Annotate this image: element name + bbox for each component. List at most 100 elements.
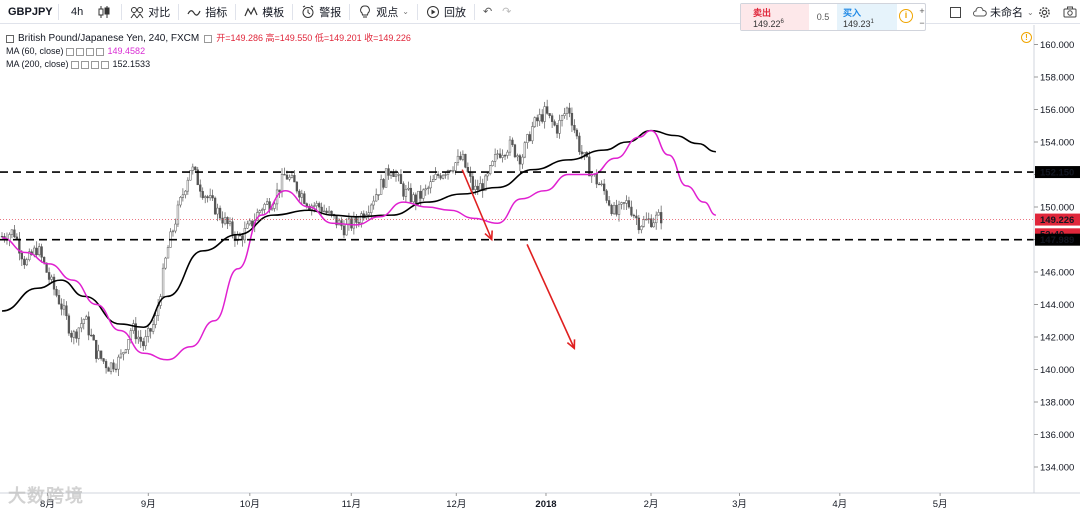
minus-icon[interactable]: − <box>919 18 925 28</box>
alert-button[interactable]: 警报 <box>295 0 347 24</box>
quantity-stepper[interactable]: + − <box>917 5 927 29</box>
candle-body <box>523 142 527 158</box>
toolbar-divider <box>292 3 294 20</box>
candle-body <box>25 259 28 266</box>
candle-body <box>261 209 264 211</box>
candle-body <box>186 179 189 192</box>
alert-info-icon[interactable]: ! <box>1021 32 1032 43</box>
candle-body <box>595 173 598 185</box>
redo-button[interactable]: ↷ <box>498 0 515 24</box>
price-axis[interactable]: 160.000158.000156.000154.000152.000150.0… <box>1033 25 1080 493</box>
candle-body <box>622 202 626 204</box>
candle-body <box>161 267 165 297</box>
candle-body <box>87 316 90 336</box>
candle-body <box>397 174 400 176</box>
undo-button[interactable]: ↶ <box>477 0 498 24</box>
candle-body <box>265 201 269 205</box>
alert-label: 警报 <box>319 6 342 19</box>
collapse-icon[interactable] <box>6 34 14 43</box>
candle-body <box>218 207 222 219</box>
candle-body <box>496 153 499 155</box>
replay-button[interactable]: 回放 <box>420 0 472 24</box>
candle-body <box>541 114 544 122</box>
candle-body <box>142 341 145 347</box>
candle-body <box>491 161 494 166</box>
camera-icon[interactable] <box>1063 6 1077 18</box>
candle-body <box>464 153 467 168</box>
candle-body <box>580 151 584 155</box>
candle-body <box>575 129 579 137</box>
time-axis[interactable]: 8月 9月 10月 11月 12月 2018 2月 3月 4月 5月 <box>0 492 1080 510</box>
candle-body <box>513 144 517 158</box>
chart-type-button[interactable] <box>93 0 119 24</box>
templates-label: 模板 <box>262 6 285 19</box>
price-tick-label: 140.000 <box>1040 365 1074 376</box>
settings-icon[interactable] <box>80 60 89 69</box>
candle-body <box>484 175 487 191</box>
candle-body <box>578 135 581 153</box>
fullscreen-icon[interactable] <box>950 6 961 18</box>
candle-body <box>558 120 561 134</box>
candle-body <box>637 217 640 231</box>
indicators-icon <box>187 9 201 16</box>
sell-button[interactable]: 卖出 149.226 <box>741 4 809 30</box>
close-icon[interactable] <box>85 47 94 56</box>
eye-icon[interactable] <box>65 47 74 56</box>
candle-body <box>605 190 608 201</box>
price-label-level-text: 152.150 <box>1040 168 1074 179</box>
toolbar-divider <box>178 3 180 20</box>
close-icon[interactable] <box>90 60 99 69</box>
ideas-button[interactable]: 观点 ⌄ <box>352 0 415 24</box>
candle-body <box>387 168 390 176</box>
compare-icon <box>130 6 144 18</box>
candle-body <box>154 315 157 325</box>
symbol-search-button[interactable]: GBPJPY <box>8 5 53 18</box>
time-tick-label: 5月 <box>933 499 948 510</box>
candle-body <box>176 204 180 225</box>
candle-body <box>538 114 541 122</box>
info-icon[interactable]: i <box>899 9 913 23</box>
candle-body <box>427 187 430 189</box>
indicators-button[interactable]: 指标 <box>181 0 233 24</box>
price-chart[interactable]: 160.000158.000156.000154.000152.000150.0… <box>0 24 1080 513</box>
interval-button[interactable]: 4h <box>71 5 84 18</box>
time-tick-label: 11月 <box>342 499 361 510</box>
trend-arrow-head <box>566 339 576 351</box>
time-tick-label: 12月 <box>446 499 466 510</box>
more-icon[interactable] <box>95 47 104 56</box>
eye-icon[interactable] <box>70 60 79 69</box>
candle-body <box>114 368 118 371</box>
candle-body <box>298 190 301 198</box>
plus-icon[interactable]: + <box>919 6 925 16</box>
candle-body <box>137 336 140 340</box>
candle-body <box>345 223 348 236</box>
candle-body <box>459 155 462 160</box>
more-icon[interactable] <box>100 60 109 69</box>
levels-layer <box>0 171 1034 241</box>
candle-body <box>432 178 435 182</box>
candle-body <box>424 188 427 191</box>
candle-body <box>38 246 41 255</box>
candle-body <box>52 276 56 290</box>
candle-body <box>474 185 477 190</box>
candle-body <box>23 258 26 266</box>
price-tick-label: 154.000 <box>1040 138 1074 149</box>
series-title: British Pound/Japanese Yen, 240, FXCM <box>18 33 200 44</box>
candle-body <box>471 176 474 190</box>
settings-square-icon[interactable] <box>204 34 213 43</box>
chart-legend: British Pound/Japanese Yen, 240, FXCM 开=… <box>6 32 411 71</box>
compare-button[interactable]: 对比 <box>124 0 176 24</box>
candle-body <box>498 153 502 158</box>
templates-button[interactable]: 模板 <box>238 0 290 24</box>
candle-body <box>409 187 413 203</box>
candle-body <box>436 174 440 176</box>
buy-button[interactable]: 买入 149.231 <box>837 4 897 30</box>
layout-name[interactable]: 未命名 <box>990 7 1023 19</box>
settings-icon[interactable] <box>75 47 84 56</box>
ma60-label: MA (60, close) <box>6 46 64 56</box>
candle-body <box>546 106 549 114</box>
candle-body <box>615 204 618 215</box>
gear-icon[interactable] <box>1038 6 1051 19</box>
candle-body <box>583 152 586 155</box>
chevron-down-icon[interactable]: ⌄ <box>1027 7 1034 17</box>
